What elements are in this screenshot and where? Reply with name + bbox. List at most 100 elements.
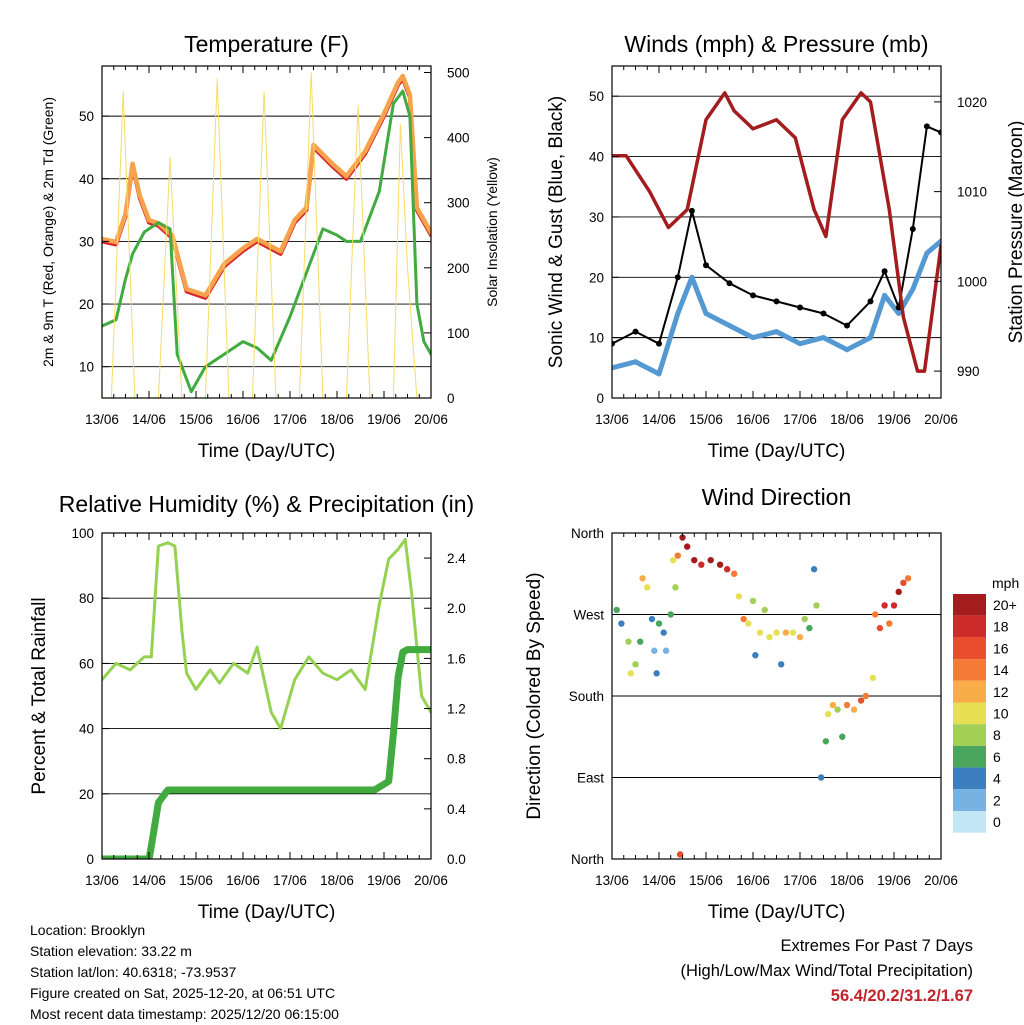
y-tick-label: 50 — [79, 109, 94, 124]
x-tick-label: 18/06 — [830, 412, 864, 427]
direction-point — [872, 611, 879, 618]
direction-point — [637, 638, 644, 645]
y-tick-label-right: 500 — [447, 66, 470, 81]
legend-swatch — [953, 811, 986, 833]
y-tick-label-right: 990 — [957, 364, 980, 379]
legend-label: 0 — [993, 814, 1001, 830]
direction-point — [778, 661, 785, 668]
x-tick-label: 18/06 — [830, 873, 864, 888]
y-tick-label: 20 — [79, 297, 94, 312]
direction-point — [806, 624, 813, 632]
y-tick-label: 0 — [86, 852, 94, 867]
x-tick-label: 19/06 — [877, 412, 911, 427]
direction-point — [613, 606, 620, 614]
y-tick-label: East — [577, 771, 604, 786]
direction-point — [625, 638, 632, 645]
direction-point — [735, 593, 743, 600]
x-tick-label: 18/06 — [320, 873, 354, 888]
direction-point — [756, 629, 764, 636]
series-line-station-pressure — [612, 91, 941, 373]
direction-point — [648, 615, 656, 623]
direction-point — [627, 670, 634, 677]
x-tick-label: 17/06 — [273, 873, 307, 888]
direction-point — [716, 561, 724, 568]
direction-point — [822, 738, 830, 745]
direction-point — [766, 633, 773, 641]
y-tick-label-right: 1000 — [957, 274, 987, 289]
y-axis-label-right: Station Pressure (Maroon) — [1006, 121, 1024, 344]
y-tick-label: North — [571, 852, 604, 867]
legend-label: 6 — [993, 749, 1001, 765]
x-tick-label: 15/06 — [179, 412, 213, 427]
y-tick-label: 30 — [79, 234, 94, 249]
chart-title: Winds (mph) & Pressure (mb) — [624, 31, 928, 57]
x-tick-label: 15/06 — [689, 873, 723, 888]
y-tick-label-right: 200 — [447, 261, 470, 276]
y-tick-label-right: 0.8 — [447, 752, 466, 767]
direction-point — [834, 706, 841, 713]
direction-point — [876, 624, 884, 632]
direction-point — [667, 611, 674, 618]
y-tick-label: 10 — [589, 331, 604, 346]
direction-point — [674, 552, 681, 559]
x-tick-label: 13/06 — [85, 873, 119, 888]
legend-swatch — [953, 724, 986, 746]
legend-label: 2 — [993, 792, 1001, 808]
direction-point — [679, 534, 686, 541]
x-axis-label: Time (Day/UTC) — [708, 902, 846, 923]
chart-title: Relative Humidity (%) & Precipitation (i… — [59, 491, 474, 517]
y-tick-label-right: 1020 — [957, 95, 987, 110]
direction-point — [890, 602, 898, 609]
direction-point — [869, 674, 877, 682]
y-axis-label: Percent & Total Rainfall — [29, 597, 50, 794]
plot-area — [613, 534, 912, 858]
direction-point — [653, 670, 660, 677]
y-tick-label-right: 0.0 — [447, 852, 466, 867]
direction-point — [850, 706, 858, 713]
legend-label: 8 — [993, 727, 1001, 743]
legend-swatch — [953, 594, 986, 616]
legend-swatch — [953, 659, 986, 681]
y-tick-label-right: 2.4 — [447, 551, 466, 566]
x-axis-label: Time (Day/UTC) — [198, 441, 336, 462]
direction-point — [662, 647, 670, 654]
x-tick-label: 16/06 — [226, 412, 260, 427]
x-tick-label: 20/06 — [414, 412, 448, 427]
direction-point — [651, 647, 658, 654]
y-tick-label: 80 — [79, 591, 94, 606]
y-tick-label-right: 0 — [447, 391, 455, 406]
y-tick-label: 50 — [589, 89, 604, 104]
legend-label: 10 — [993, 706, 1009, 722]
x-tick-label: 14/06 — [132, 873, 166, 888]
series-line-9m-t — [102, 73, 431, 298]
y-tick-label: 40 — [79, 172, 94, 187]
direction-point — [782, 629, 790, 636]
chart-title: Temperature (F) — [184, 31, 349, 57]
x-tick-label: 13/06 — [85, 412, 119, 427]
chart-panel-1: Temperature (F) 13/06 14/06 15/06 16/06 17/06… — [40, 31, 500, 462]
direction-point — [895, 588, 902, 596]
created-text: Figure created on Sat, 2025-12-20, at 06… — [30, 985, 336, 1001]
legend-label: 16 — [993, 640, 1009, 656]
x-tick-label: 16/06 — [736, 873, 770, 888]
direction-point — [672, 584, 679, 591]
direction-point — [886, 620, 893, 627]
y-tick-label: 60 — [79, 656, 94, 671]
recent-text: Most recent data timestamp: 2025/12/20 0… — [30, 1006, 339, 1022]
x-tick-label: 16/06 — [226, 873, 260, 888]
x-tick-label: 13/06 — [595, 412, 629, 427]
x-axis-label: Time (Day/UTC) — [198, 902, 336, 923]
x-tick-label: 14/06 — [642, 412, 676, 427]
series-line-2m-td — [102, 89, 431, 394]
y-tick-label-right: 1.2 — [447, 702, 466, 717]
y-tick-label: 10 — [79, 360, 94, 375]
y-tick-label: 20 — [79, 787, 94, 802]
chart-title: Wind Direction — [702, 484, 852, 510]
speed-legend: mph 20+ 18 16 14 12 10 8 6 4 2 0 — [953, 575, 1019, 833]
y-tick-label: 40 — [79, 722, 94, 737]
direction-point — [801, 615, 808, 623]
x-tick-label: 15/06 — [179, 873, 213, 888]
direction-point — [660, 629, 667, 636]
y-tick-label-right: 300 — [447, 196, 470, 211]
direction-point — [862, 692, 869, 700]
